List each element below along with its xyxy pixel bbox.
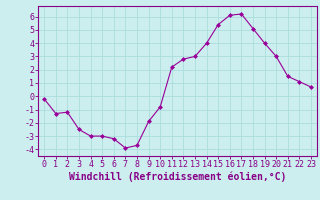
X-axis label: Windchill (Refroidissement éolien,°C): Windchill (Refroidissement éolien,°C)	[69, 172, 286, 182]
